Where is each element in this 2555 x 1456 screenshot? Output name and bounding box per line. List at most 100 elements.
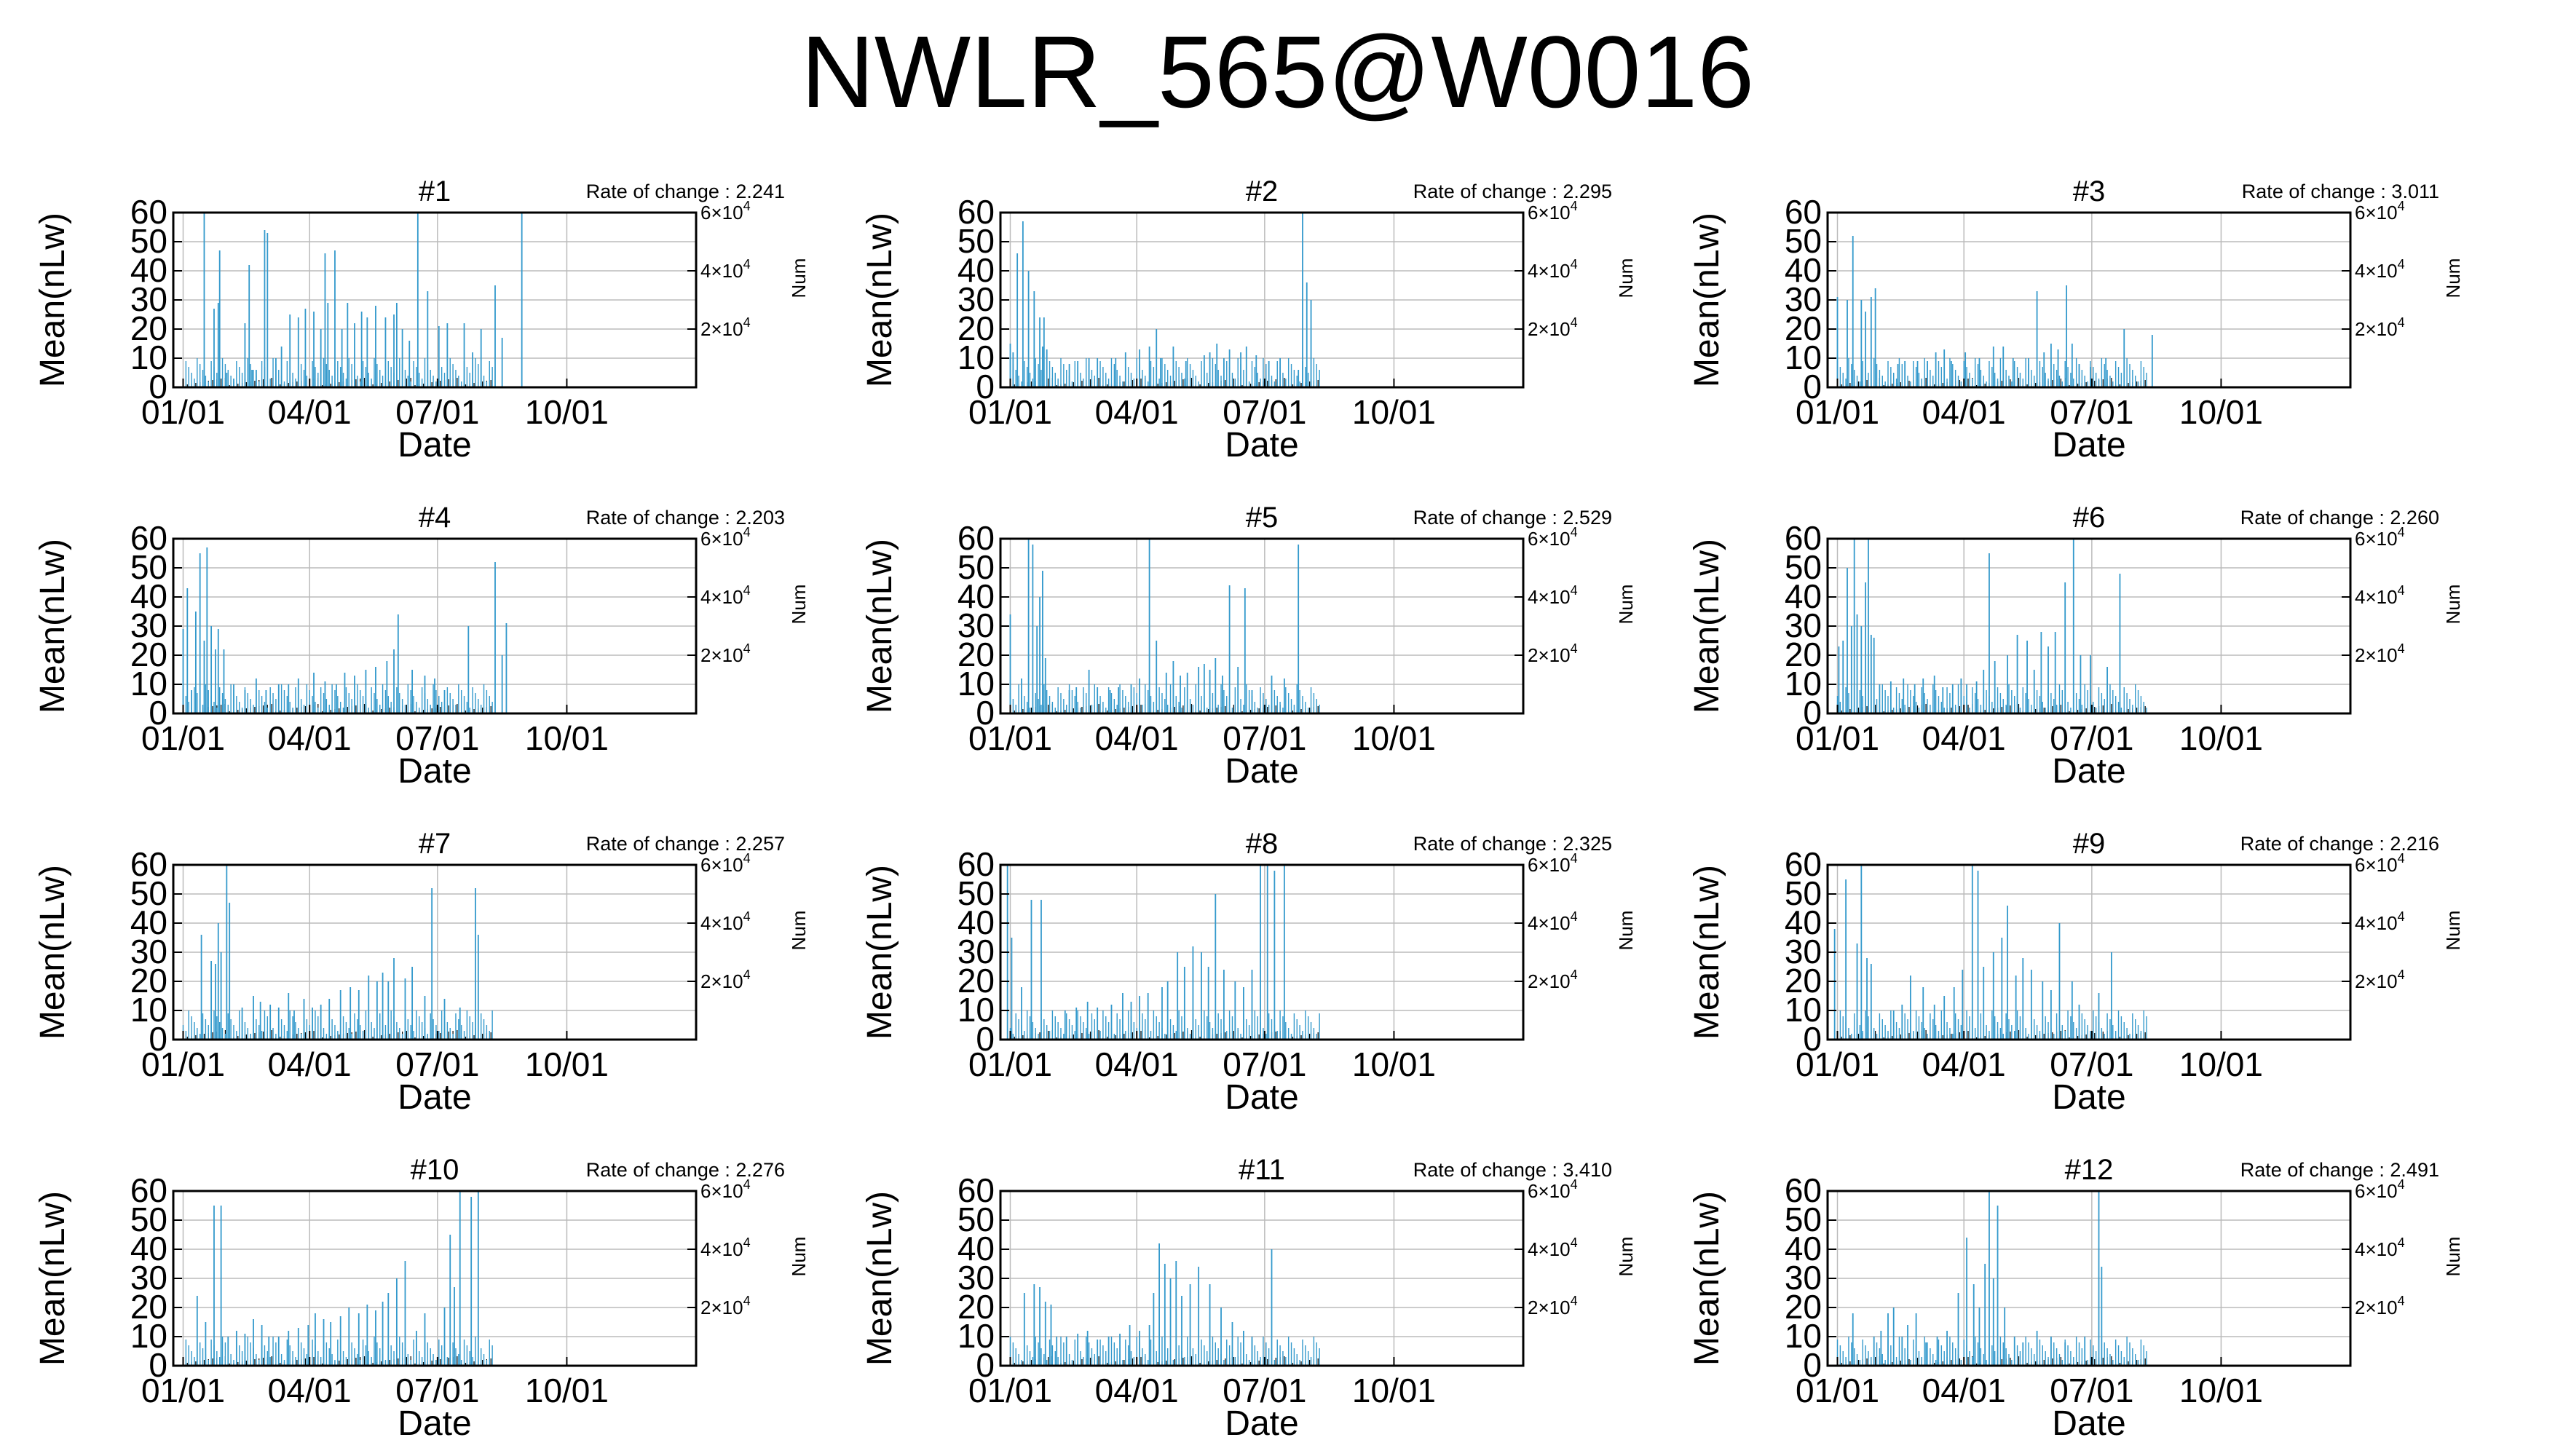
y2-tick-label: 2×104 — [2355, 1294, 2405, 1318]
x-axis-title: Date — [2052, 752, 2125, 791]
panel-grid — [173, 1191, 696, 1366]
y-tick-label: 0 — [1803, 1346, 1822, 1384]
y-tick-label: 40 — [957, 577, 995, 615]
x-tick-label: 04/01 — [1922, 1372, 2006, 1409]
x-tick-label: 01/01 — [141, 393, 225, 431]
y-tick-label: 20 — [1785, 962, 1822, 1000]
y2-tick-label: 4×104 — [2355, 909, 2405, 934]
panel-title: #4 — [419, 502, 451, 534]
y-axis-title: Mean(nLw) — [33, 213, 72, 387]
y2-tick-mantissa: 4×10 — [700, 1238, 743, 1260]
y2-tick-label: 4×104 — [700, 583, 751, 608]
y2-tick-mantissa: 4×10 — [1528, 260, 1571, 282]
y-tick-label: 40 — [1785, 1230, 1822, 1267]
y2-tick-mantissa: 6×10 — [700, 854, 743, 876]
x-tick-label: 04/01 — [268, 393, 352, 431]
y2-axis-title: Num — [1615, 911, 1637, 951]
y-tick-label: 30 — [130, 280, 167, 318]
y-tick-label: 30 — [1785, 1259, 1822, 1297]
y2-tick-mantissa: 2×10 — [700, 970, 743, 992]
y-axis-title: Mean(nLw) — [861, 1191, 899, 1366]
y2-tick-label: 2×104 — [1528, 968, 1578, 992]
mean-series — [1833, 865, 2147, 1040]
y-tick-label: 60 — [130, 845, 167, 883]
y2-tick-exponent: 4 — [1571, 315, 1578, 330]
chart-title: NWLR_565@W0016 — [800, 15, 1755, 129]
y-tick-label: 10 — [957, 339, 995, 376]
panel-grid — [1000, 213, 1523, 387]
rate-of-change: Rate of change : 2.491 — [2240, 1159, 2439, 1181]
y-tick-label: 50 — [957, 874, 995, 912]
y2-tick-exponent: 4 — [1571, 199, 1578, 213]
y-tick-label: 40 — [957, 903, 995, 941]
y-tick-label: 30 — [957, 933, 995, 970]
y2-tick-label: 2×104 — [700, 968, 751, 992]
y2-tick-mantissa: 6×10 — [1528, 202, 1571, 223]
x-axis-title: Date — [1225, 1078, 1298, 1117]
mean-series — [1009, 1243, 1320, 1366]
y2-tick-mantissa: 2×10 — [1528, 970, 1571, 992]
y-tick-label: 30 — [957, 1259, 995, 1297]
y2-tick-exponent: 4 — [743, 257, 751, 272]
x-axis: 01/01 04/01 07/01 10/01 — [1796, 705, 2263, 757]
y2-tick-mantissa: 6×10 — [1528, 1180, 1571, 1202]
y2-axis-title: Num — [788, 1237, 810, 1277]
x-tick-label: 01/01 — [1796, 719, 1879, 757]
x-tick-label: 10/01 — [1352, 1372, 1436, 1409]
y2-tick-mantissa: 2×10 — [1528, 644, 1571, 666]
x-tick-label: 07/01 — [1223, 719, 1306, 757]
x-tick-label: 01/01 — [141, 1372, 225, 1409]
x-axis-title: Date — [1225, 426, 1298, 464]
mean-series — [1836, 1191, 2147, 1366]
y2-tick-exponent: 4 — [1571, 1294, 1578, 1308]
panel-grid — [1828, 539, 2350, 713]
y-tick-label: 60 — [130, 519, 167, 557]
y2-tick-exponent: 4 — [2398, 1294, 2405, 1308]
y2-tick-label: 2×104 — [1528, 315, 1578, 340]
y-tick-label: 0 — [1803, 694, 1822, 732]
y2-tick-label: 2×104 — [2355, 641, 2405, 666]
y-tick-label: 50 — [130, 874, 167, 912]
rate-of-change: Rate of change : 2.257 — [586, 833, 785, 855]
rate-of-change: Rate of change : 3.410 — [1413, 1159, 1612, 1181]
x-tick-label: 04/01 — [1922, 1045, 2006, 1083]
y2-tick-exponent: 4 — [2398, 583, 2405, 598]
y2-tick-label: 2×104 — [1528, 641, 1578, 666]
y-tick-label: 10 — [1785, 339, 1822, 376]
y2-tick-exponent: 4 — [743, 315, 751, 330]
panel-grid — [1828, 1191, 2350, 1366]
y-tick-label: 20 — [957, 636, 995, 673]
y2-tick-mantissa: 6×10 — [2355, 528, 2398, 550]
y-tick-label: 60 — [957, 193, 995, 231]
y2-tick-label: 2×104 — [2355, 315, 2405, 340]
y2-axis-title: Num — [788, 585, 810, 625]
y2-tick-mantissa: 6×10 — [2355, 854, 2398, 876]
mean-series — [182, 213, 523, 387]
panel-grid — [1828, 865, 2350, 1040]
y-tick-label: 0 — [149, 1020, 167, 1058]
y-tick-label: 20 — [1785, 636, 1822, 673]
mean-series — [1009, 213, 1320, 387]
rate-of-change: Rate of change : 2.241 — [586, 181, 785, 202]
panel-title: #3 — [2073, 175, 2106, 207]
y2-tick-label: 2×104 — [700, 641, 751, 666]
x-axis: 01/01 04/01 07/01 10/01 — [968, 379, 1436, 431]
rate-of-change: Rate of change : 2.325 — [1413, 833, 1612, 855]
y2-tick-label: 4×104 — [1528, 583, 1578, 608]
y2-tick-label: 4×104 — [1528, 257, 1578, 282]
x-axis-title: Date — [1225, 752, 1298, 791]
panel-grid — [1000, 865, 1523, 1040]
y2-tick-label: 2×104 — [700, 315, 751, 340]
x-tick-label: 01/01 — [1796, 1372, 1879, 1409]
y2-tick-mantissa: 4×10 — [1528, 1238, 1571, 1260]
